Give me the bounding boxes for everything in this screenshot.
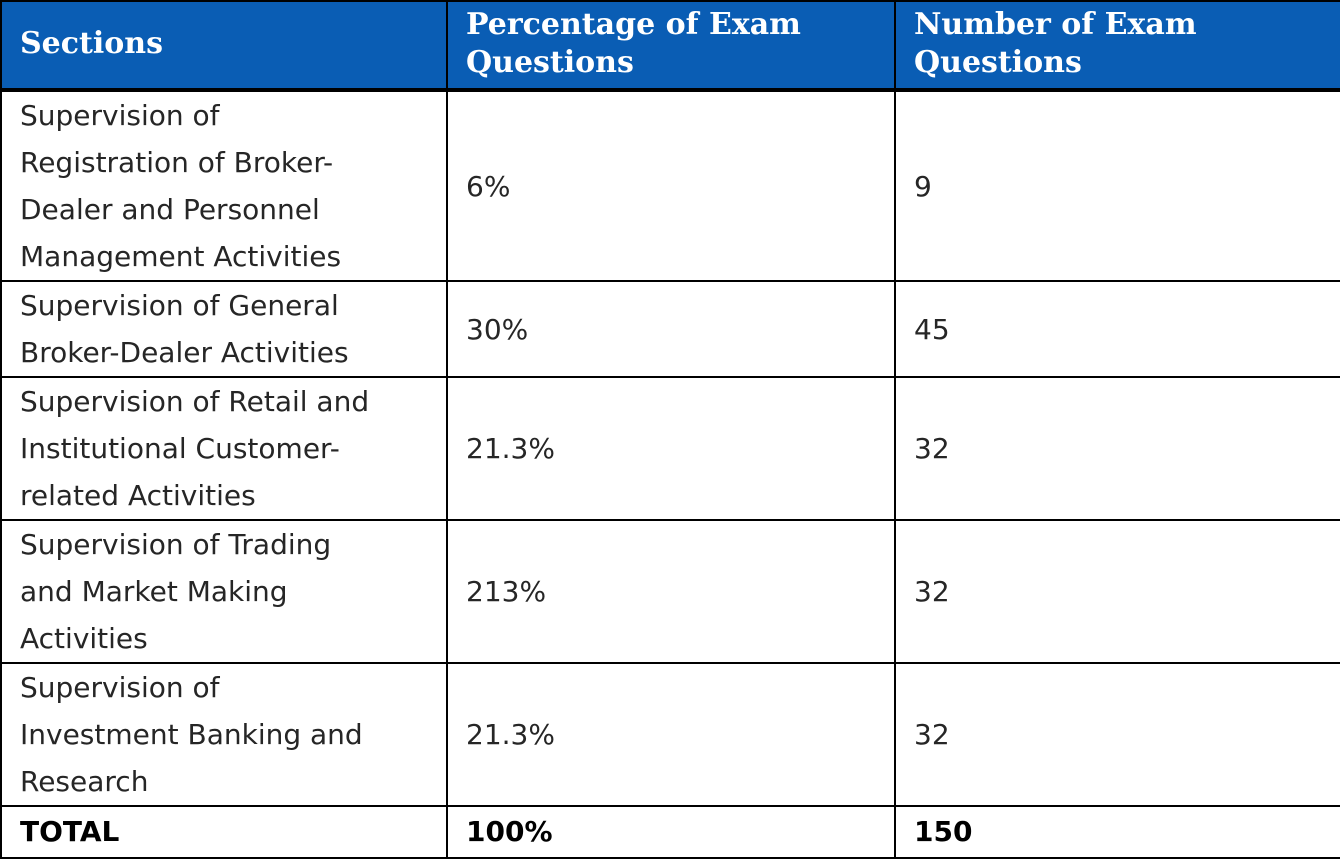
- table-total-row: TOTAL 100% 150: [0, 805, 1340, 859]
- percentage-cell: 21.3%: [446, 662, 896, 807]
- table-row: Supervision of General Broker-Dealer Act…: [0, 280, 1340, 378]
- total-percentage-cell: 100%: [446, 805, 896, 859]
- section-name-cell: Supervision of Registration of Broker- D…: [0, 89, 448, 282]
- question-count-cell: 32: [894, 376, 1340, 521]
- section-name-cell: Supervision of Retail and Institutional …: [0, 376, 448, 521]
- table-row: Supervision of Investment Banking and Re…: [0, 662, 1340, 807]
- section-name-cell: Supervision of Trading and Market Making…: [0, 519, 448, 664]
- column-header-percentage: Percentage of Exam Questions: [446, 0, 896, 92]
- question-count-cell: 32: [894, 662, 1340, 807]
- table-row: Supervision of Trading and Market Making…: [0, 519, 1340, 664]
- column-header-number: Number of Exam Questions: [894, 0, 1340, 92]
- table-row: Supervision of Retail and Institutional …: [0, 376, 1340, 521]
- total-label-cell: TOTAL: [0, 805, 448, 859]
- question-count-cell: 9: [894, 89, 1340, 282]
- section-name-cell: Supervision of General Broker-Dealer Act…: [0, 280, 448, 378]
- section-name-cell: Supervision of Investment Banking and Re…: [0, 662, 448, 807]
- percentage-cell: 213%: [446, 519, 896, 664]
- question-count-cell: 32: [894, 519, 1340, 664]
- column-header-sections: Sections: [0, 0, 448, 92]
- question-count-cell: 45: [894, 280, 1340, 378]
- percentage-cell: 6%: [446, 89, 896, 282]
- percentage-cell: 30%: [446, 280, 896, 378]
- table-header-row: Sections Percentage of Exam Questions Nu…: [0, 0, 1340, 92]
- table-row: Supervision of Registration of Broker- D…: [0, 89, 1340, 282]
- total-count-cell: 150: [894, 805, 1340, 859]
- percentage-cell: 21.3%: [446, 376, 896, 521]
